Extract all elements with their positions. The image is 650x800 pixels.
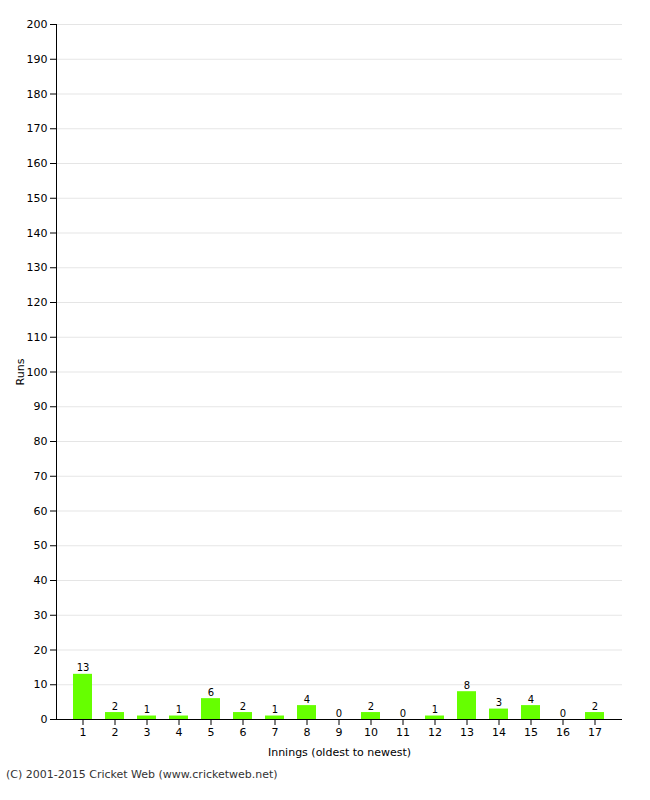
svg-text:100: 100 [27,366,48,379]
svg-text:14: 14 [492,726,506,739]
svg-text:8: 8 [464,680,470,691]
svg-text:9: 9 [336,726,343,739]
svg-text:200: 200 [27,18,48,31]
svg-text:7: 7 [272,726,279,739]
svg-text:140: 140 [27,227,48,240]
svg-text:12: 12 [428,726,442,739]
svg-text:11: 11 [396,726,410,739]
svg-text:10: 10 [364,726,378,739]
svg-text:10: 10 [34,678,48,691]
svg-text:0: 0 [400,708,406,719]
svg-text:80: 80 [34,435,48,448]
svg-text:4: 4 [528,694,534,705]
svg-text:2: 2 [112,726,119,739]
svg-text:5: 5 [208,726,215,739]
svg-text:170: 170 [27,122,48,135]
svg-text:3: 3 [496,697,502,708]
svg-text:50: 50 [34,539,48,552]
svg-text:16: 16 [556,726,570,739]
svg-text:4: 4 [304,694,310,705]
svg-text:30: 30 [34,609,48,622]
svg-text:70: 70 [34,470,48,483]
svg-text:0: 0 [560,708,566,719]
svg-text:4: 4 [176,726,183,739]
html-text:(C) 2001-2015 Cricket Web (www: (C) 2001-2015 Cricket Web (www.cricketwe… [6,768,278,781]
svg-text:180: 180 [27,88,48,101]
svg-text:2: 2 [592,701,598,712]
svg-text:8: 8 [304,726,311,739]
svg-text:1: 1 [80,726,87,739]
svg-text:17: 17 [588,726,602,739]
svg-text:15: 15 [524,726,538,739]
svg-text:130: 130 [27,261,48,274]
svg-text:120: 120 [27,296,48,309]
svg-text:40: 40 [34,574,48,587]
svg-text:3: 3 [144,726,151,739]
svg-text:13: 13 [77,662,90,673]
svg-text:2: 2 [368,701,374,712]
svg-text:20: 20 [34,644,48,657]
svg-text:110: 110 [27,331,48,344]
svg-text:1: 1 [144,704,150,715]
svg-text:Innings (oldest to newest): Innings (oldest to newest) [268,746,411,759]
svg-text:60: 60 [34,505,48,518]
svg-text:2: 2 [112,701,118,712]
svg-text:160: 160 [27,157,48,170]
svg-text:0: 0 [336,708,342,719]
svg-text:0: 0 [41,713,48,726]
svg-text:1: 1 [432,704,438,715]
svg-text:1: 1 [176,704,182,715]
svg-text:2: 2 [240,701,246,712]
svg-text:1: 1 [272,704,278,715]
svg-text:13: 13 [460,726,474,739]
svg-text:150: 150 [27,192,48,205]
svg-text:6: 6 [208,687,214,698]
svg-text:90: 90 [34,400,48,413]
svg-text:Runs: Runs [14,358,27,385]
svg-text:190: 190 [27,53,48,66]
svg-text:6: 6 [240,726,247,739]
